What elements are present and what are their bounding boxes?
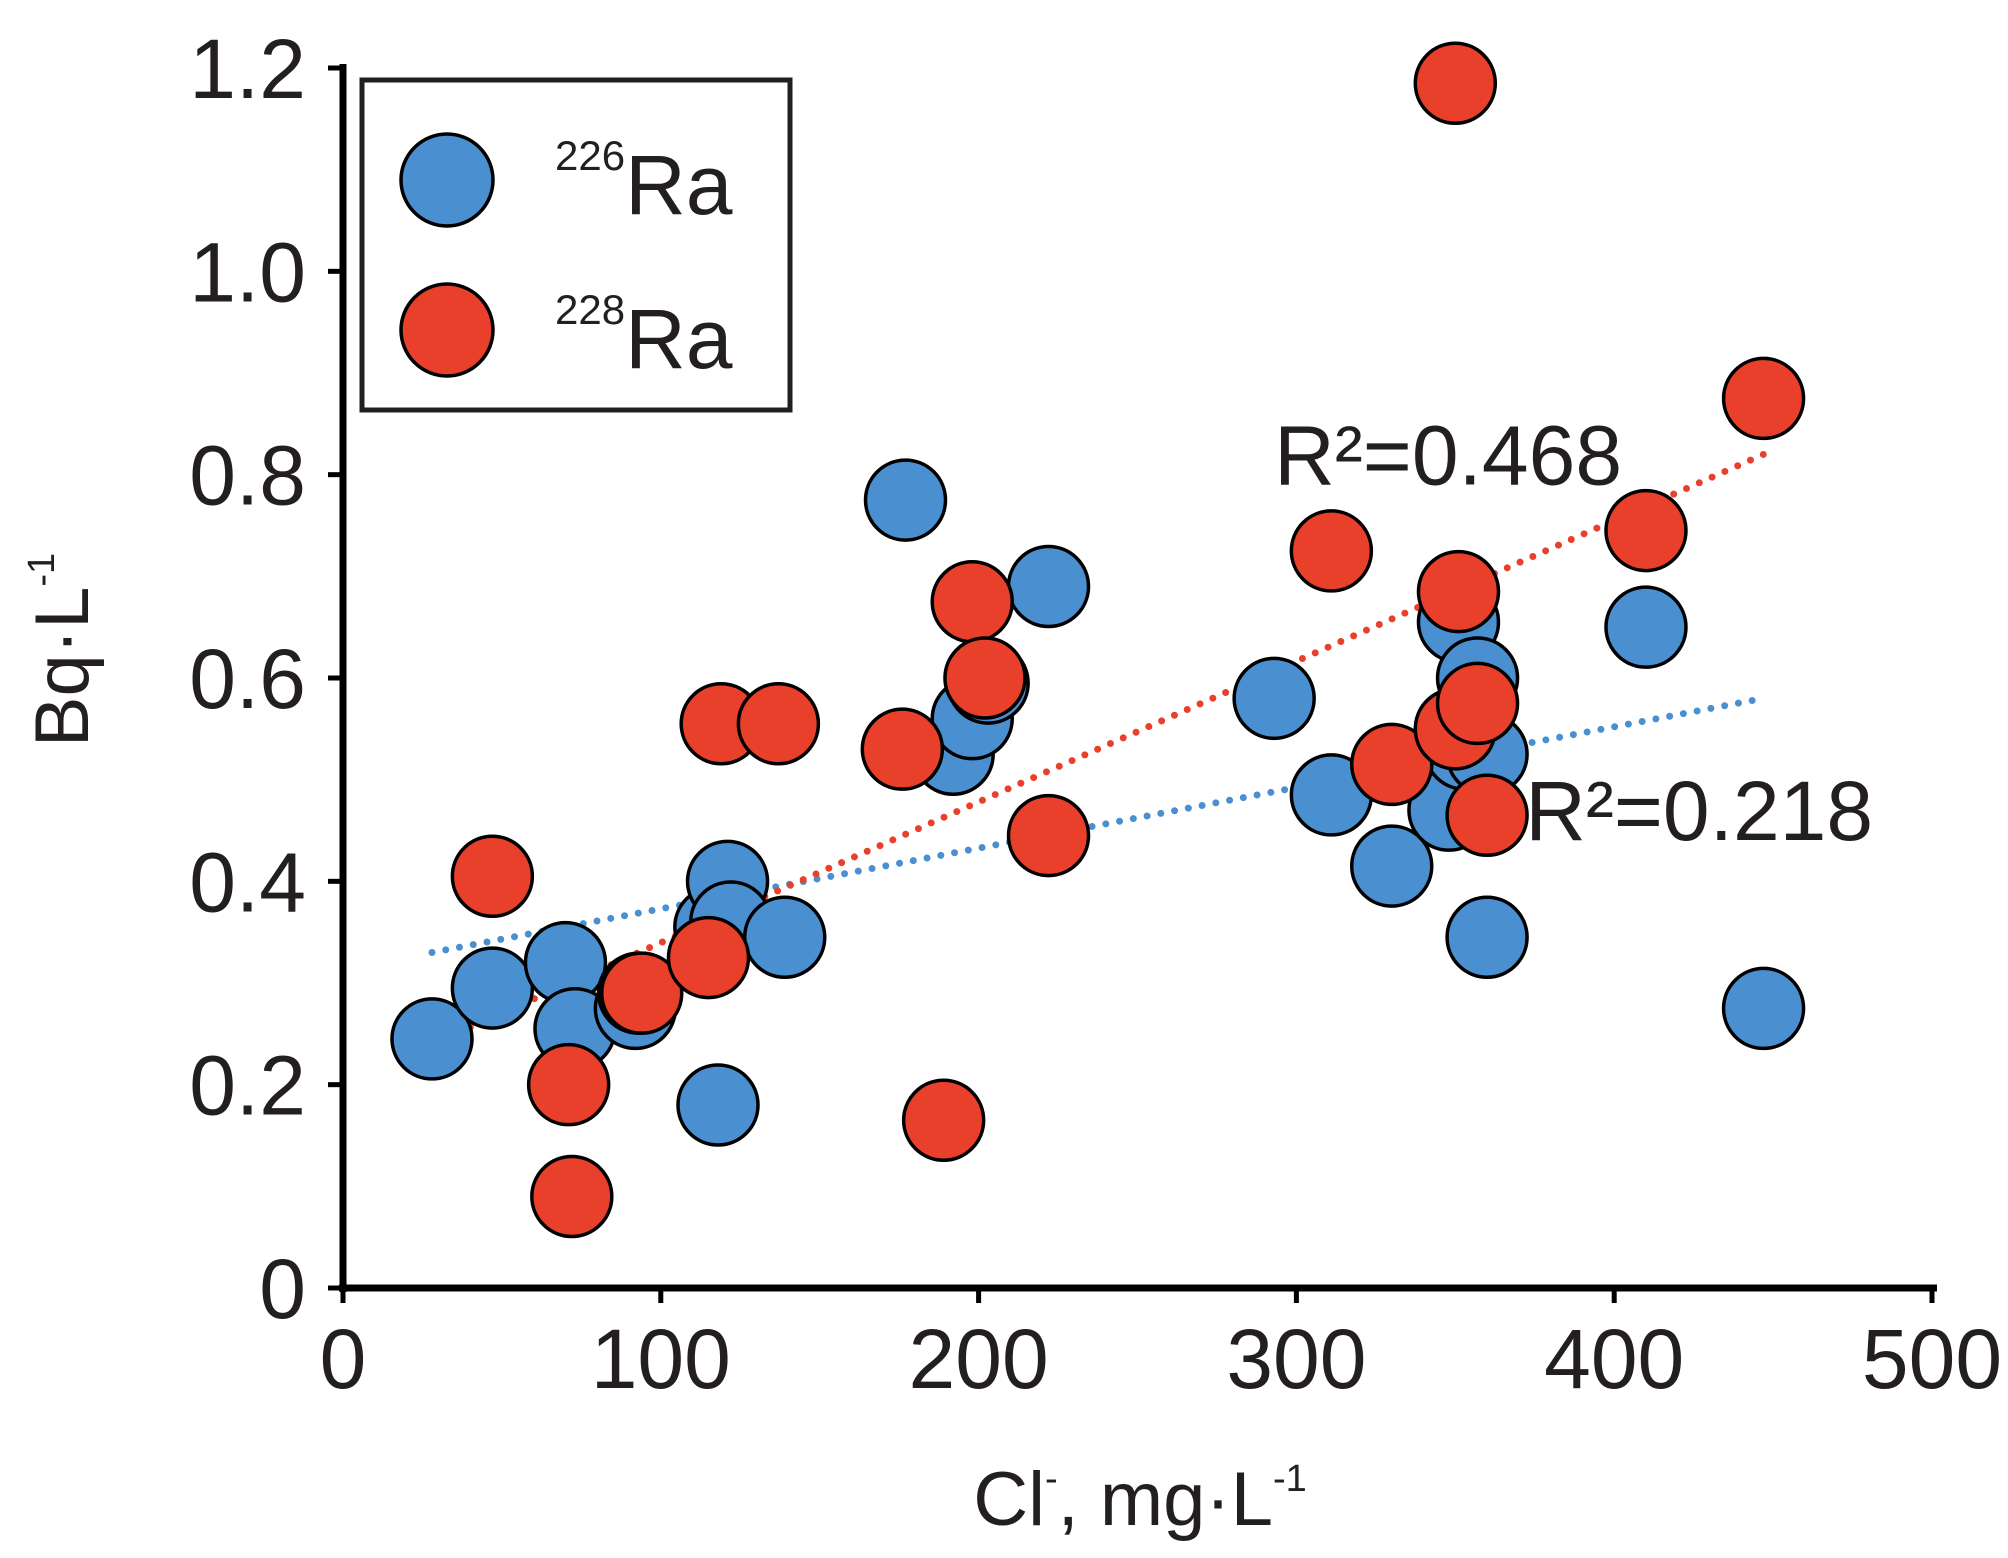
x-axis-title-sup: -	[1045, 1458, 1058, 1500]
trendline-228ra	[428, 450, 1768, 1048]
x-axis-title: Cl-, mg·L-1	[973, 1457, 1307, 1542]
legend-sup-226ra: 226	[555, 132, 625, 179]
x-tick-label-200: 200	[909, 1312, 1049, 1406]
x-axis-title-main: Cl	[973, 1457, 1045, 1542]
point-226ra-18	[1349, 824, 1434, 908]
point-226ra-1	[450, 946, 535, 1030]
legend-marker-226ra	[399, 132, 495, 228]
point-226ra-0	[390, 997, 474, 1081]
point-228ra-3	[599, 951, 684, 1035]
data-points	[390, 41, 1806, 1239]
r2-label-228ra: R²=0.468	[1274, 408, 1622, 502]
point-228ra-2	[530, 1154, 614, 1239]
x-axis-title-rest: , mg·L	[1058, 1457, 1273, 1542]
y-tick-label-0.8: 0.8	[189, 429, 306, 523]
legend-label-226ra: 226Ra	[555, 132, 733, 232]
x-tick-label-500: 500	[1862, 1312, 2002, 1406]
r2-label-226ra: R²=0.218	[1525, 764, 1873, 858]
point-228ra-17	[1435, 661, 1520, 746]
r2-annotations: R²=0.218 R²=0.468	[1274, 408, 1873, 858]
y-tick-label-0.2: 0.2	[189, 1039, 306, 1133]
point-228ra-18	[1445, 773, 1529, 857]
trendline-226ra	[428, 694, 1768, 956]
trend-lines	[428, 450, 1768, 1048]
x-tick-label-400: 400	[1544, 1312, 1684, 1406]
axis-ticks: 0 100 200 300 400 500 0 0.2 0.4 0.6 0.8 1.0 1.2	[189, 22, 2002, 1406]
point-226ra-26	[1721, 966, 1806, 1051]
legend-name-228ra: Ra	[625, 292, 733, 386]
point-226ra-16	[1232, 656, 1316, 741]
legend: 226Ra 228Ra	[359, 77, 793, 413]
point-228ra-16	[1416, 549, 1501, 634]
x-tick-label-100: 100	[591, 1312, 731, 1406]
y-tick-label-0.4: 0.4	[189, 835, 306, 929]
y-tick-label-1: 1.0	[189, 225, 306, 319]
point-228ra-9	[930, 560, 1014, 644]
point-228ra-19	[1604, 488, 1688, 573]
x-tick-label-300: 300	[1226, 1312, 1366, 1406]
point-226ra-7	[676, 1063, 760, 1147]
legend-marker-228ra	[399, 282, 495, 378]
point-228ra-1	[526, 1042, 611, 1127]
point-228ra-14	[1413, 41, 1498, 125]
point-228ra-12	[1289, 509, 1374, 593]
legend-label-228ra: 228Ra	[555, 286, 733, 386]
legend-sup-228ra: 228	[555, 286, 625, 333]
point-228ra-7	[860, 707, 945, 791]
x-axis-title-rest-sup: -1	[1273, 1458, 1307, 1500]
y-tick-label-0: 0	[259, 1242, 306, 1336]
point-226ra-15	[1006, 544, 1091, 629]
point-226ra-25	[1604, 585, 1688, 669]
point-228ra-0	[450, 834, 535, 918]
point-228ra-20	[1721, 356, 1806, 441]
y-tick-label-1.2: 1.2	[189, 22, 306, 116]
point-228ra-4	[666, 915, 751, 1000]
point-228ra-11	[1006, 793, 1091, 878]
point-226ra-10	[742, 895, 827, 979]
point-226ra-11	[863, 458, 948, 542]
legend-name-226ra: Ra	[625, 138, 733, 232]
point-228ra-10	[943, 636, 1027, 720]
point-228ra-8	[901, 1078, 986, 1162]
y-tick-label-0.6: 0.6	[189, 632, 306, 726]
point-228ra-6	[736, 682, 821, 766]
point-226ra-24	[1445, 895, 1529, 979]
y-axis-title: Bq·L-1	[20, 553, 105, 747]
y-axis-title-main: Bq·L	[20, 587, 105, 748]
x-tick-label-0: 0	[320, 1312, 367, 1406]
y-axis-title-sup: -1	[21, 553, 63, 587]
point-228ra-13	[1349, 722, 1434, 807]
